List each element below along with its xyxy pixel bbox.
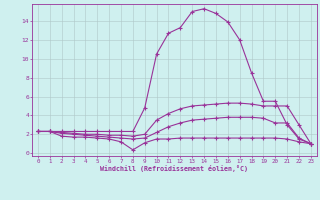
X-axis label: Windchill (Refroidissement éolien,°C): Windchill (Refroidissement éolien,°C) [100,165,248,172]
